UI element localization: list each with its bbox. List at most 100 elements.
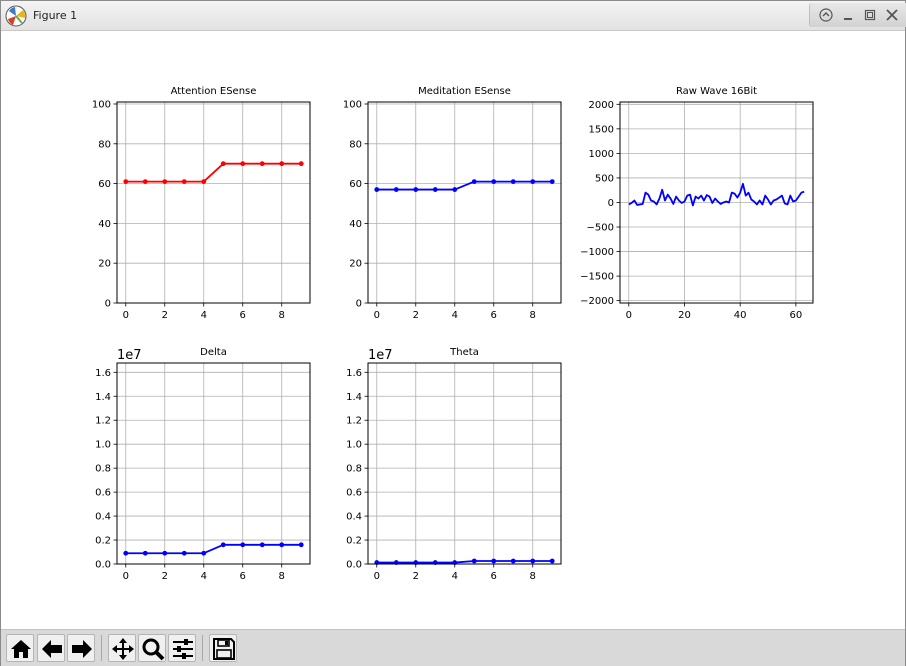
- save-button[interactable]: [209, 634, 237, 662]
- y-tick-label: 0.2: [346, 536, 362, 547]
- y-tick-label: 60: [98, 179, 111, 190]
- y-tick-label: 40: [349, 219, 362, 230]
- series-line: [125, 162, 302, 183]
- y-tick-label: 60: [349, 179, 362, 190]
- data-point: [530, 558, 536, 564]
- y-tick-label: 2000: [589, 100, 614, 111]
- x-tick-label: 8: [279, 571, 285, 582]
- subplot-title: Meditation ESense: [418, 86, 511, 97]
- y-tick-label: 0: [105, 299, 111, 310]
- data-point: [549, 558, 555, 564]
- close-icon[interactable]: [882, 5, 902, 25]
- y-tick-label: 0.4: [95, 512, 111, 523]
- forward-button[interactable]: [67, 634, 95, 662]
- x-tick-label: 0: [374, 571, 380, 582]
- y-tick-label: 1.6: [95, 368, 111, 379]
- data-point: [123, 179, 129, 185]
- data-point: [413, 187, 419, 192]
- data-point: [123, 550, 129, 556]
- pan-button[interactable]: [108, 634, 136, 662]
- x-tick-label: 2: [413, 310, 419, 321]
- app-icon: [5, 5, 27, 27]
- data-point: [491, 558, 497, 564]
- data-point: [279, 542, 285, 548]
- y-tick-label: −2000: [580, 296, 614, 307]
- x-tick-label: 4: [201, 571, 207, 582]
- minimize-icon[interactable]: [838, 5, 858, 25]
- data-point: [298, 161, 304, 167]
- y-tick-label: 0.6: [95, 488, 111, 499]
- data-point: [240, 542, 246, 548]
- x-tick-label: 20: [678, 310, 691, 321]
- series-line: [376, 560, 553, 564]
- y-tick-label: −500: [587, 223, 614, 234]
- data-point: [549, 179, 555, 185]
- data-point: [142, 179, 148, 185]
- subplot-title: Delta: [200, 347, 227, 358]
- y-tick-label: 100: [92, 99, 111, 110]
- subplot-title: Theta: [449, 347, 479, 358]
- axes-frame: [116, 101, 311, 304]
- home-button[interactable]: [6, 634, 34, 662]
- window-title: Figure 1: [33, 9, 78, 22]
- y-tick-label: 80: [349, 139, 362, 150]
- x-tick-label: 0: [626, 310, 632, 321]
- y-tick-label: 1.2: [95, 416, 111, 427]
- axes-frame: [367, 101, 562, 304]
- x-tick-label: 8: [530, 310, 536, 321]
- axis-offset-label: 1e7: [117, 348, 142, 363]
- axes-frame: [367, 362, 562, 565]
- y-tick-label: 1.4: [346, 392, 362, 403]
- x-tick-label: 6: [491, 310, 497, 321]
- navigation-toolbar: [1, 629, 905, 666]
- y-tick-label: 20: [349, 259, 362, 270]
- y-tick-label: 1.0: [95, 440, 111, 451]
- toolbar-separator: [202, 635, 203, 661]
- data-point: [220, 542, 226, 548]
- series-line: [628, 182, 805, 207]
- x-tick-label: 40: [734, 310, 747, 321]
- data-point: [259, 161, 265, 167]
- x-tick-label: 4: [452, 310, 458, 321]
- data-point: [510, 179, 516, 185]
- zoom-button[interactable]: [138, 634, 166, 662]
- subplot-5: 0 2 4 6 8 0.0 0.2 0.4 0.6 0.8 1.0 1.2 1.4 1.6 Theta 1e7: [346, 347, 562, 582]
- data-point: [259, 542, 265, 548]
- home-icon: [11, 640, 31, 658]
- y-tick-label: 0.0: [346, 560, 362, 571]
- x-tick-label: 4: [452, 571, 458, 582]
- data-point: [201, 179, 207, 185]
- x-tick-label: 2: [162, 571, 168, 582]
- restore-icon[interactable]: [816, 5, 836, 25]
- x-tick-label: 6: [491, 571, 497, 582]
- x-tick-label: 6: [240, 571, 246, 582]
- y-tick-label: 0.0: [95, 560, 111, 571]
- y-tick-label: 1.0: [346, 440, 362, 451]
- window-controls: [809, 3, 906, 27]
- series-line: [125, 543, 302, 555]
- magnifier-icon: [142, 638, 165, 661]
- y-tick-label: 0.8: [95, 464, 111, 475]
- y-tick-label: 1000: [589, 149, 614, 160]
- axis-offset-label: 1e7: [368, 348, 393, 363]
- back-button[interactable]: [37, 634, 65, 662]
- maximize-icon[interactable]: [860, 5, 880, 25]
- y-tick-label: 500: [595, 173, 614, 184]
- move-icon: [112, 638, 134, 660]
- x-tick-label: 8: [530, 571, 536, 582]
- data-point: [220, 161, 226, 167]
- y-tick-label: 1.6: [346, 368, 362, 379]
- data-point: [201, 550, 207, 556]
- data-point: [142, 550, 148, 556]
- toolbar-separator: [101, 635, 102, 661]
- y-tick-label: 20: [98, 259, 111, 270]
- x-tick-label: 6: [240, 310, 246, 321]
- subplot-3: 0 20 40 60 −2000 −1500 −1000 −500 0 500 1000 1500 20…: [580, 86, 814, 321]
- figure-canvas[interactable]: 0 2 4 6 8 0 20 40 60 80 100 Attention ESense 0 2 4 6 8 0 2…: [1, 31, 905, 629]
- configure-subplots-button[interactable]: [168, 634, 196, 662]
- y-tick-label: 0.4: [346, 512, 362, 523]
- title-bar[interactable]: Figure 1: [1, 1, 906, 31]
